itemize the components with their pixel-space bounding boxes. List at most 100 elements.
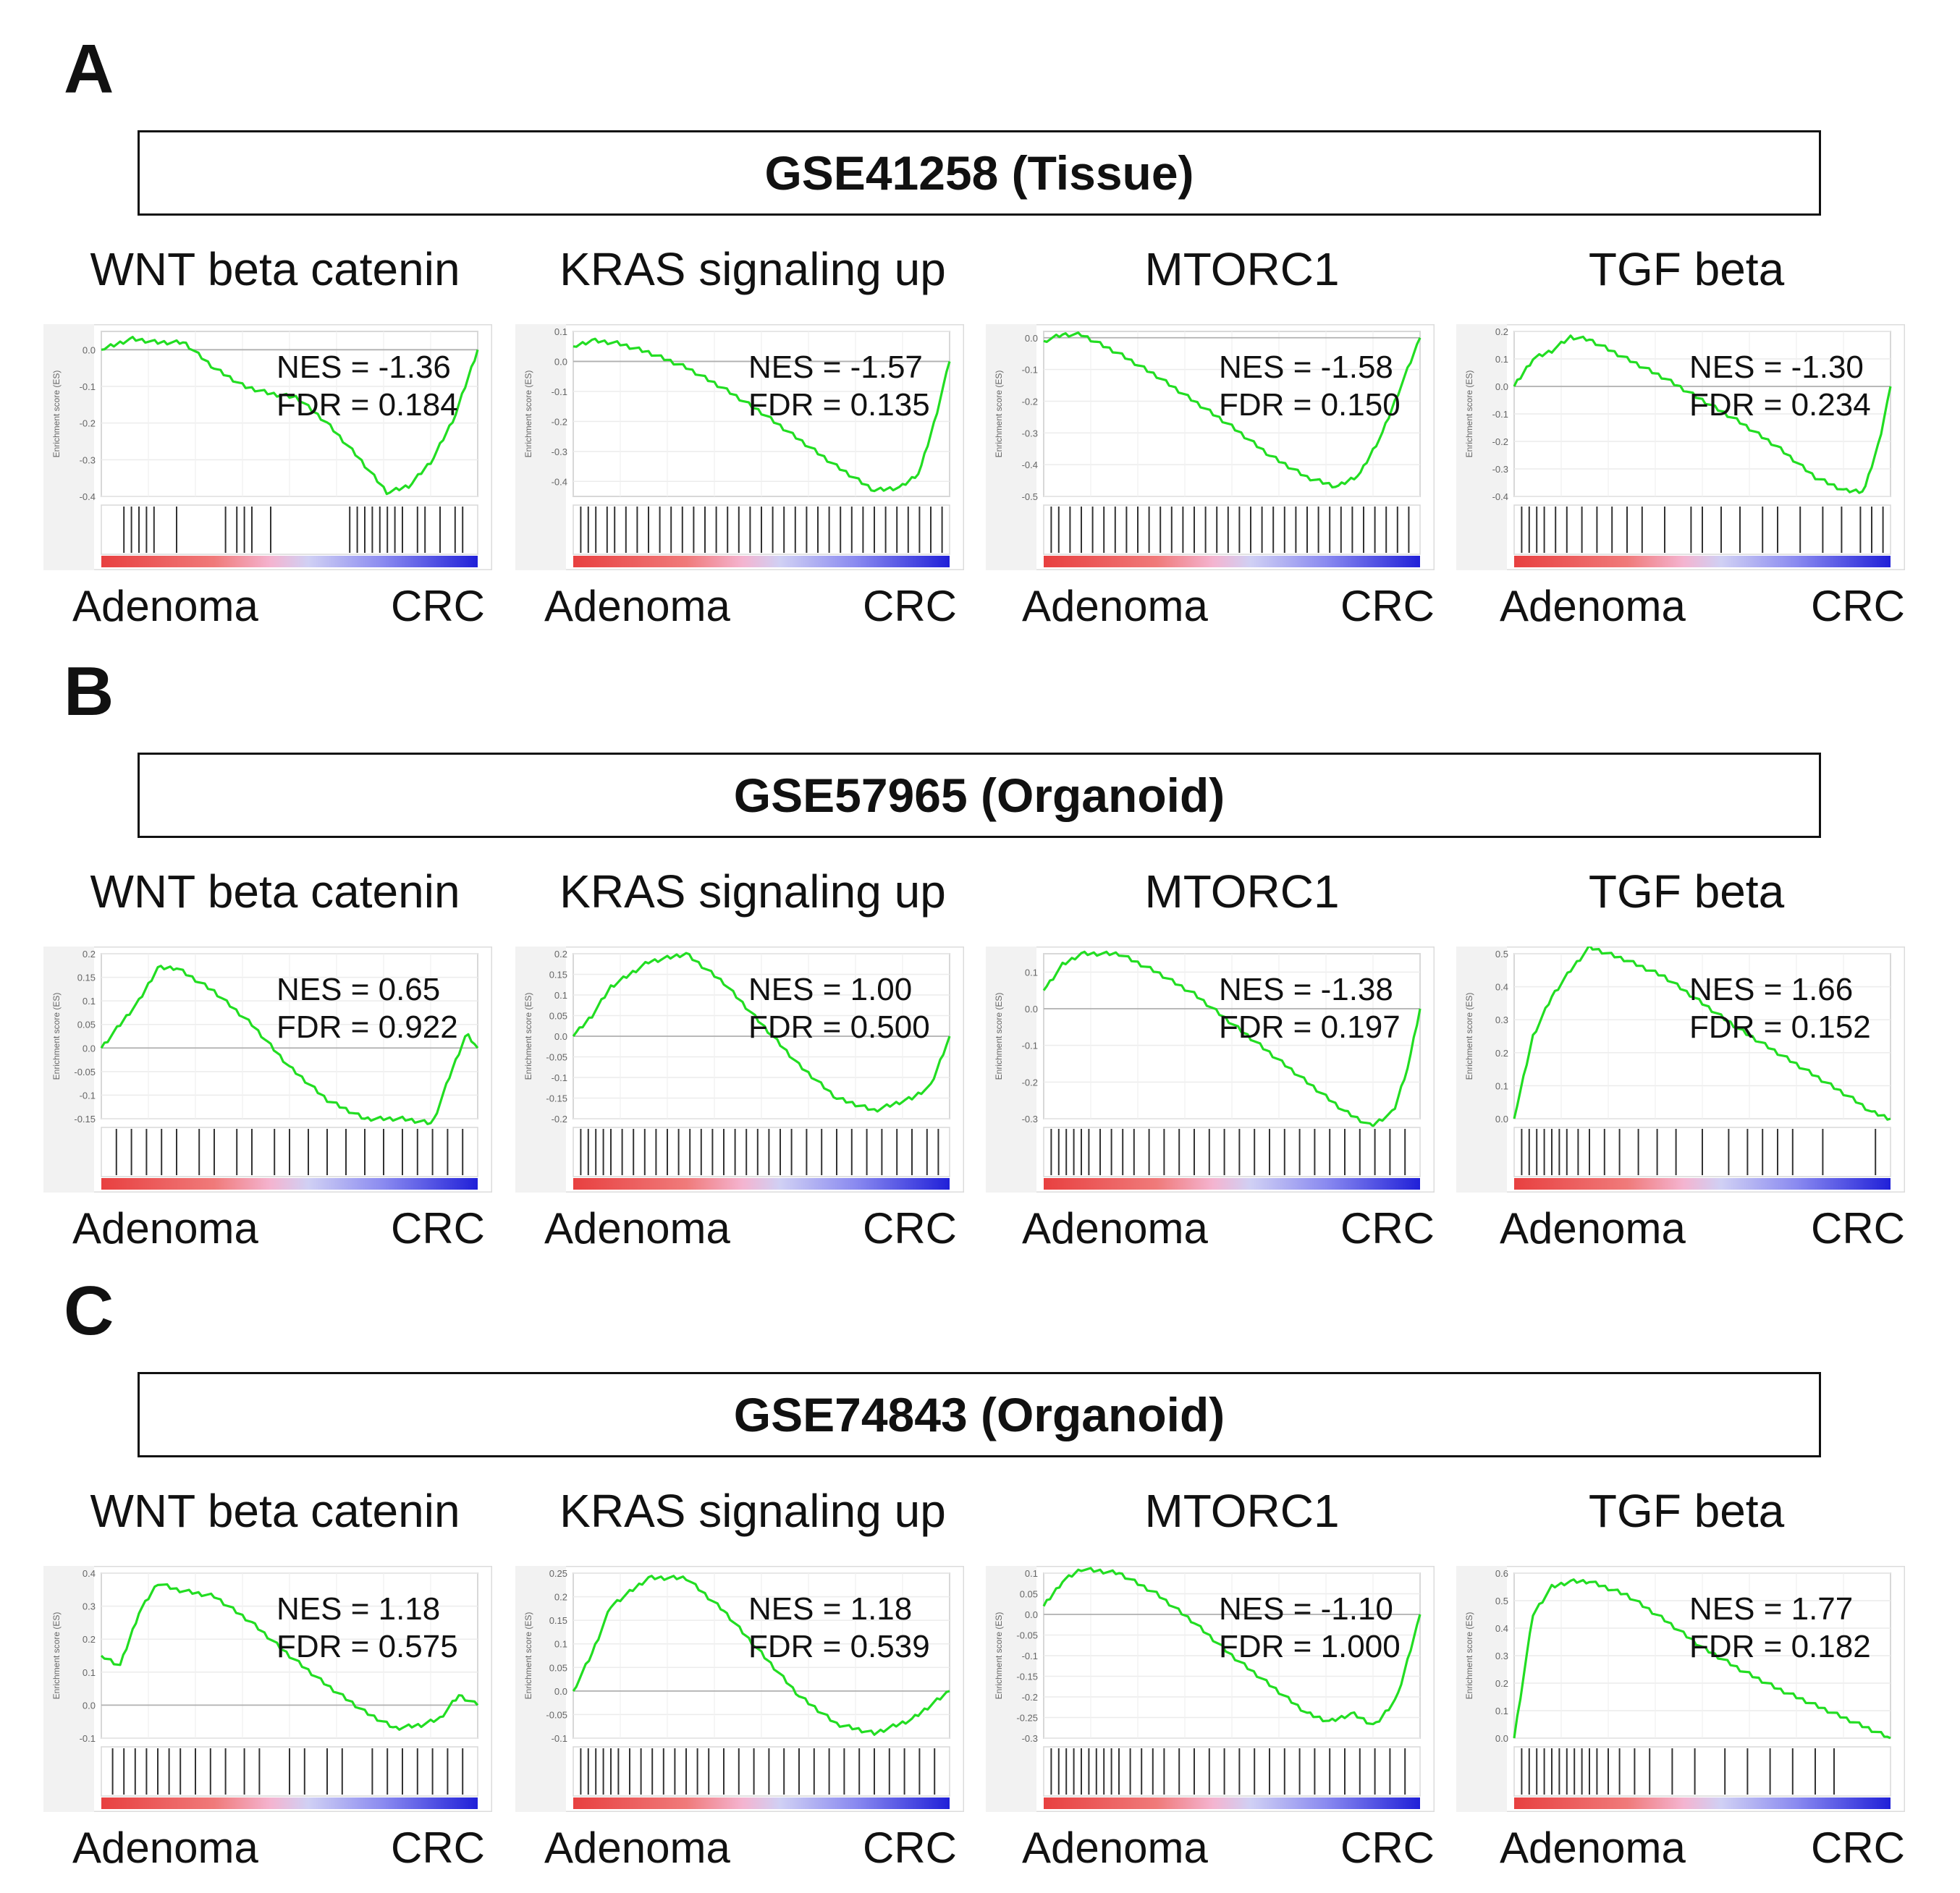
- gsea-plot-svg: 0.0 -0.1 -0.2 -0.3 -0.4 -0.5 Enrichment score …: [986, 324, 1435, 570]
- nes-label: NES = -1.58: [1219, 350, 1393, 385]
- y-axis-title: Enrichment score (ES): [51, 370, 62, 458]
- nes-label: NES = 1.00: [748, 972, 913, 1007]
- y-tick-label: 0.0: [1025, 333, 1038, 344]
- adenoma-label: Adenoma: [72, 1204, 258, 1253]
- y-tick-label: -0.1: [552, 386, 567, 397]
- y-axis-band: [1456, 946, 1507, 1193]
- y-tick-label: -0.2: [1022, 1692, 1038, 1703]
- y-axis-title: Enrichment score (ES): [1464, 993, 1474, 1080]
- y-tick-label: 0.2: [554, 949, 567, 960]
- y-tick-label: -0.1: [1022, 1651, 1038, 1661]
- y-axis-title: Enrichment score (ES): [994, 370, 1004, 458]
- es-curve: [1042, 950, 1422, 1127]
- adenoma-label: Adenoma: [1022, 1824, 1208, 1872]
- hit-area: [573, 1746, 950, 1797]
- es-curve: [100, 1583, 479, 1731]
- y-axis-band: [986, 1566, 1036, 1812]
- rank-color-bar: [101, 556, 478, 567]
- y-tick-label: -0.3: [1022, 1114, 1038, 1125]
- y-tick-label: -0.1: [552, 1733, 567, 1744]
- nes-label: NES = 1.77: [1689, 1591, 1854, 1627]
- y-tick-label: 0.0: [1495, 1733, 1508, 1744]
- y-tick-label: 0.1: [554, 1639, 567, 1650]
- y-axis-title: Enrichment score (ES): [994, 993, 1004, 1080]
- adenoma-label: Adenoma: [1500, 582, 1686, 630]
- y-tick-label: 0.1: [1495, 1080, 1508, 1091]
- y-tick-label: -0.4: [80, 491, 96, 502]
- y-tick-label: 0.05: [549, 1011, 567, 1022]
- y-tick-label: -0.1: [552, 1072, 567, 1083]
- y-tick-label: 0.0: [554, 356, 567, 367]
- adenoma-label: Adenoma: [1022, 1204, 1208, 1253]
- plot-title: KRAS signaling up: [559, 1485, 946, 1537]
- y-tick-label: -0.5: [1022, 491, 1038, 502]
- adenoma-label: Adenoma: [544, 1824, 730, 1872]
- y-tick-label: -0.05: [74, 1067, 96, 1077]
- plot-title: TGF beta: [1588, 243, 1785, 295]
- y-tick-label: 0.3: [1495, 1015, 1508, 1025]
- y-axis-title: Enrichment score (ES): [523, 370, 533, 458]
- y-tick-label: -0.2: [1022, 396, 1038, 407]
- rank-color-bar: [101, 1797, 478, 1809]
- plot-title: MTORC1: [1144, 865, 1340, 918]
- y-tick-label: 0.15: [77, 973, 96, 983]
- nes-label: NES = 1.18: [748, 1591, 913, 1627]
- fdr-label: FDR = 0.150: [1219, 387, 1401, 423]
- crc-label: CRC: [391, 1204, 485, 1253]
- hit-area: [1043, 1127, 1421, 1177]
- gsea-plot: 0.1 0.0 -0.1 -0.2 -0.3 Enrichment score (ES) N…: [986, 946, 1435, 1193]
- rank-color-bar: [1514, 1797, 1891, 1809]
- y-tick-label: -0.4: [552, 476, 567, 487]
- y-axis-band: [515, 946, 566, 1193]
- gsea-plot: 0.4 0.3 0.2 0.1 0.0 -0.1 Enrichment score (ES)…: [43, 1566, 492, 1812]
- fdr-label: FDR = 0.197: [1219, 1009, 1401, 1045]
- plot-title: MTORC1: [1144, 243, 1340, 295]
- y-tick-label: 0.5: [1495, 1596, 1508, 1606]
- crc-label: CRC: [1811, 1204, 1905, 1253]
- y-axis-title: Enrichment score (ES): [51, 993, 62, 1080]
- y-tick-label: 0.0: [1495, 381, 1508, 392]
- y-tick-label: -0.05: [1016, 1630, 1038, 1641]
- es-curve: [1043, 331, 1422, 488]
- y-axis-band: [43, 324, 94, 570]
- es-curve: [573, 337, 951, 493]
- y-tick-label: 0.15: [549, 970, 567, 981]
- y-tick-label: 0.1: [554, 990, 567, 1001]
- es-curve: [572, 952, 951, 1113]
- nes-label: NES = -1.36: [276, 350, 451, 385]
- gsea-plot: 0.1 0.0 -0.1 -0.2 -0.3 -0.4 Enrichment score (…: [515, 324, 964, 570]
- crc-label: CRC: [391, 582, 485, 630]
- y-tick-label: -0.05: [546, 1052, 567, 1063]
- plot-title: KRAS signaling up: [559, 243, 946, 295]
- plot-title: WNT beta catenin: [90, 1485, 460, 1537]
- y-tick-label: 0.05: [1020, 1589, 1038, 1600]
- gsea-plot-svg: 0.1 0.0 -0.1 -0.2 -0.3 Enrichment score (ES): [986, 946, 1435, 1193]
- crc-label: CRC: [1340, 1204, 1435, 1253]
- plot-title: WNT beta catenin: [90, 243, 460, 295]
- adenoma-label: Adenoma: [1500, 1824, 1686, 1872]
- hit-area: [573, 1127, 950, 1177]
- y-tick-label: -0.3: [1022, 1733, 1038, 1744]
- y-tick-label: -0.1: [1022, 1041, 1038, 1051]
- adenoma-label: Adenoma: [1022, 582, 1208, 630]
- es-curve: [100, 965, 479, 1125]
- fdr-label: FDR = 0.135: [748, 387, 930, 423]
- panel-letter-a: A: [64, 30, 114, 108]
- y-tick-label: -0.15: [74, 1114, 96, 1125]
- gsea-plot: 0.6 0.5 0.4 0.3 0.2 0.1 0.0 Enrichment score (E…: [1456, 1566, 1905, 1812]
- plot-title: KRAS signaling up: [559, 865, 946, 918]
- y-tick-label: -0.2: [552, 1114, 567, 1125]
- hit-area: [1043, 504, 1421, 555]
- plot-title: TGF beta: [1588, 1485, 1785, 1537]
- y-tick-label: -0.15: [546, 1093, 567, 1104]
- y-tick-label: 0.2: [554, 1592, 567, 1603]
- fdr-label: FDR = 0.182: [1689, 1629, 1871, 1664]
- plot-title: TGF beta: [1588, 865, 1785, 918]
- y-tick-label: 0.0: [83, 1043, 96, 1054]
- y-axis-band: [986, 946, 1036, 1193]
- gsea-plot-svg: 0.6 0.5 0.4 0.3 0.2 0.1 0.0 Enrichment score (E…: [1456, 1566, 1905, 1812]
- y-tick-label: 0.1: [83, 996, 96, 1007]
- y-tick-label: 0.2: [1495, 1678, 1508, 1689]
- y-tick-label: -0.3: [80, 454, 96, 465]
- rank-color-bar: [1514, 556, 1891, 567]
